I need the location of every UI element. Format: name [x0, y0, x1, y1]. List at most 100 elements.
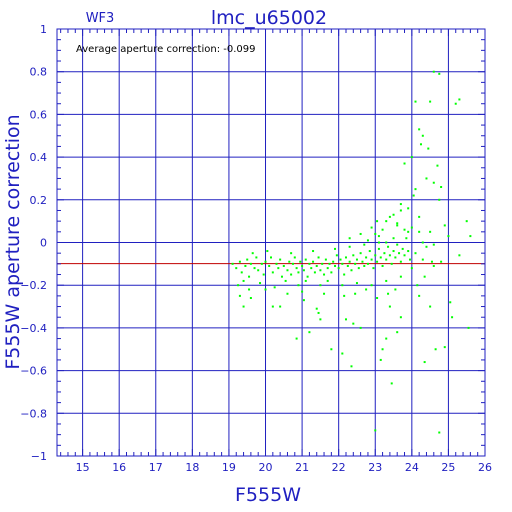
- data-point: [291, 262, 294, 265]
- data-point: [387, 292, 390, 295]
- axis-ticks: 15 16 17 18 19 20 21 22 23 24 25 26 −1 −0.8 −0.6 −0.4 −0…: [20, 23, 492, 474]
- data-point: [295, 267, 298, 270]
- data-point: [308, 262, 311, 265]
- data-point: [354, 262, 357, 265]
- data-point: [399, 209, 402, 212]
- data-point: [357, 267, 360, 270]
- data-point: [365, 288, 368, 291]
- data-point: [319, 284, 322, 287]
- data-point: [399, 260, 402, 263]
- data-point: [425, 245, 428, 248]
- data-point: [410, 226, 413, 229]
- data-point: [260, 262, 263, 265]
- data-point: [465, 220, 468, 223]
- data-point: [306, 275, 309, 278]
- data-point: [451, 316, 454, 319]
- data-point: [242, 279, 245, 282]
- data-point: [443, 346, 446, 349]
- data-point: [374, 232, 377, 235]
- data-point: [376, 297, 379, 300]
- data-point: [328, 262, 331, 265]
- data-point: [403, 228, 406, 231]
- data-point: [286, 292, 289, 295]
- data-point: [396, 331, 399, 334]
- data-point: [368, 250, 371, 253]
- data-point: [363, 243, 366, 246]
- data-point: [427, 147, 430, 150]
- data-point: [248, 275, 251, 278]
- data-point: [423, 275, 426, 278]
- y-tick-label: −0.8: [20, 407, 47, 420]
- data-point: [396, 224, 399, 227]
- data-point: [410, 156, 413, 159]
- data-point: [458, 254, 461, 257]
- y-tick-label: 0.2: [30, 194, 48, 207]
- data-point: [418, 215, 421, 218]
- data-point: [419, 143, 422, 146]
- data-point: [350, 269, 353, 272]
- data-point: [377, 241, 380, 244]
- data-point: [264, 288, 267, 291]
- data-point: [271, 271, 274, 274]
- data-point: [237, 284, 240, 287]
- data-point: [418, 128, 421, 131]
- data-point: [302, 299, 305, 302]
- data-point: [421, 241, 424, 244]
- data-point: [401, 247, 404, 250]
- data-point: [377, 235, 380, 238]
- data-point: [374, 429, 377, 432]
- data-point: [330, 348, 333, 351]
- data-point: [310, 267, 313, 270]
- data-point: [432, 70, 435, 73]
- data-point: [379, 358, 382, 361]
- data-point: [423, 361, 426, 364]
- data-point: [264, 260, 267, 263]
- data-point: [350, 365, 353, 368]
- data-point: [344, 256, 347, 259]
- data-point: [469, 235, 472, 238]
- data-point: [383, 252, 386, 255]
- data-point: [449, 301, 452, 304]
- data-point: [374, 254, 377, 257]
- data-point: [304, 258, 307, 261]
- data-point: [365, 256, 368, 259]
- data-point: [366, 239, 369, 242]
- data-point: [359, 326, 362, 329]
- data-point: [319, 269, 322, 272]
- data-point: [341, 262, 344, 265]
- x-tick-label: 19: [222, 461, 236, 474]
- data-point: [436, 164, 439, 167]
- y-tick-label: −0.4: [20, 322, 47, 335]
- data-point: [355, 282, 358, 285]
- data-point: [438, 72, 441, 75]
- x-tick-label: 21: [295, 461, 309, 474]
- data-point: [238, 260, 241, 263]
- data-point: [335, 254, 338, 257]
- data-point: [352, 254, 355, 257]
- data-point: [315, 307, 318, 310]
- data-point: [387, 245, 390, 248]
- y-tick-label: −0.2: [20, 279, 47, 292]
- data-point: [244, 264, 247, 267]
- data-point: [297, 271, 300, 274]
- data-point: [312, 260, 315, 263]
- data-point: [312, 250, 315, 253]
- data-point: [238, 294, 241, 297]
- data-point: [257, 269, 260, 272]
- data-point: [429, 230, 432, 233]
- data-point: [385, 241, 388, 244]
- data-point: [432, 243, 435, 246]
- x-tick-label: 18: [185, 461, 199, 474]
- data-point: [363, 264, 366, 267]
- data-point: [418, 294, 421, 297]
- data-point: [277, 267, 280, 270]
- data-point: [246, 258, 249, 261]
- data-point: [458, 98, 461, 101]
- data-point: [392, 250, 395, 253]
- data-point: [379, 256, 382, 259]
- y-tick-label: −1: [31, 450, 47, 463]
- data-point: [235, 267, 238, 270]
- data-point: [407, 230, 410, 233]
- x-tick-label: 24: [405, 461, 419, 474]
- data-point: [339, 258, 342, 261]
